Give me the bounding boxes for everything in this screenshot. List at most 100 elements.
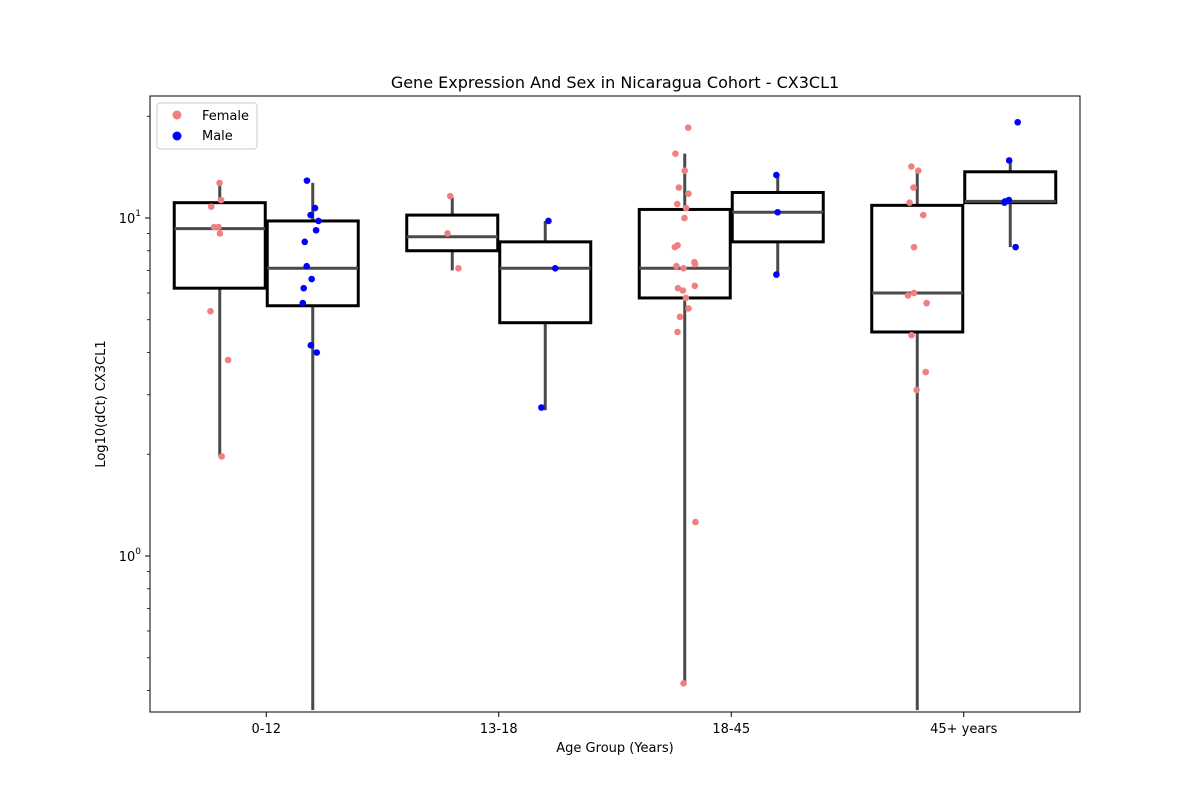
x-tick-label: 13-18 — [480, 722, 518, 737]
data-point-female — [674, 284, 682, 292]
data-point-female — [923, 299, 930, 307]
data-point-male — [1005, 157, 1013, 164]
data-point-female — [216, 230, 224, 237]
axis-layer: 0-12 13-18 18-45 45+ years 100 101 — [119, 115, 998, 737]
data-point-female — [680, 264, 687, 272]
y-tick-label: 101 — [119, 209, 141, 227]
data-point-female — [674, 328, 681, 336]
legend-label-female: Female — [202, 109, 249, 124]
data-point-female — [914, 167, 922, 175]
data-point-female — [919, 211, 927, 219]
box-male-13-18 — [498, 240, 593, 325]
data-point-female — [922, 368, 930, 376]
data-point-female — [676, 313, 684, 321]
data-point-female — [682, 294, 690, 302]
data-point-male — [312, 226, 320, 234]
data-point-male — [1012, 243, 1019, 251]
data-point-male — [303, 262, 310, 270]
x-axis-label: Age Group (Years) — [556, 741, 673, 756]
data-point-female — [908, 163, 915, 170]
data-point-male — [299, 299, 307, 307]
data-point-male — [315, 217, 322, 225]
data-point-male — [1014, 118, 1021, 126]
y-axis-label: Log10(dCt) CX3CL1 — [94, 340, 109, 467]
box-female-45-years — [870, 203, 965, 334]
data-point-female — [685, 190, 692, 198]
data-point-male — [773, 271, 780, 278]
data-point-male — [303, 177, 311, 184]
data-point-male — [307, 342, 315, 349]
legend-label-male: Male — [202, 129, 233, 144]
data-point-male — [313, 349, 321, 356]
data-point-female — [910, 289, 918, 297]
data-point-male — [300, 284, 308, 292]
data-point-female — [224, 356, 232, 364]
data-point-male — [1001, 199, 1008, 206]
box-group-male-13-18 — [498, 220, 593, 411]
data-point-female — [691, 282, 699, 290]
box-group-female-18-45 — [637, 153, 732, 684]
chart-title: Gene Expression And Sex in Nicaragua Coh… — [391, 73, 839, 92]
data-point-male — [307, 211, 314, 219]
data-point-male — [301, 238, 309, 246]
data-point-female — [906, 199, 913, 206]
x-tick-label: 18-45 — [712, 722, 750, 737]
plot-layer — [172, 118, 1058, 711]
x-tick-label: 0-12 — [251, 722, 281, 737]
legend-marker-female — [172, 110, 182, 120]
data-point-female — [679, 287, 687, 294]
data-point-female — [216, 179, 223, 187]
data-point-female — [680, 680, 687, 687]
data-point-female — [446, 192, 454, 200]
data-point-female — [691, 260, 699, 268]
data-point-male — [545, 217, 552, 225]
data-point-male — [551, 264, 559, 272]
legend-marker-male — [172, 131, 182, 141]
box-group-male-0-12 — [265, 182, 360, 711]
data-point-female — [455, 264, 462, 272]
data-point-female — [673, 200, 681, 208]
data-point-female — [904, 292, 912, 299]
data-point-female — [207, 307, 214, 315]
plot-frame — [149, 95, 1081, 713]
box-group-female-0-12 — [172, 184, 267, 457]
data-point-female — [682, 204, 690, 212]
data-point-female — [671, 243, 679, 251]
data-point-female — [217, 196, 225, 204]
data-point-female — [692, 518, 699, 526]
box-group-female-45-years — [870, 168, 965, 711]
box-group-male-45-years — [963, 160, 1058, 248]
data-point-female — [910, 184, 917, 191]
data-point-female — [675, 184, 683, 191]
box-group-female-13-18 — [405, 197, 500, 271]
data-point-male — [773, 171, 780, 179]
data-point-female — [908, 331, 915, 339]
box-female-13-18 — [405, 213, 500, 253]
box-female-18-45 — [637, 207, 732, 300]
x-tick-label: 45+ years — [930, 722, 998, 737]
data-point-female — [672, 150, 679, 157]
box-male-18-45 — [730, 190, 825, 244]
y-tick-label: 100 — [119, 547, 142, 565]
data-point-male — [774, 208, 781, 216]
data-point-male — [311, 204, 319, 212]
data-point-female — [207, 203, 215, 211]
data-point-female — [681, 167, 689, 175]
data-point-female — [913, 386, 920, 394]
data-point-male — [538, 404, 545, 411]
box-female-0-12 — [172, 201, 267, 290]
data-point-female — [684, 124, 692, 131]
data-point-female — [215, 223, 222, 231]
box-group-male-18-45 — [730, 175, 825, 275]
data-point-female — [444, 230, 451, 237]
data-point-female — [910, 243, 918, 251]
data-point-female — [681, 214, 688, 222]
data-point-female — [218, 453, 226, 460]
legend-frame — [156, 102, 258, 150]
data-point-female — [673, 262, 680, 270]
data-point-male — [308, 275, 315, 283]
data-point-female — [685, 305, 692, 312]
legend: Female Male — [156, 102, 258, 150]
